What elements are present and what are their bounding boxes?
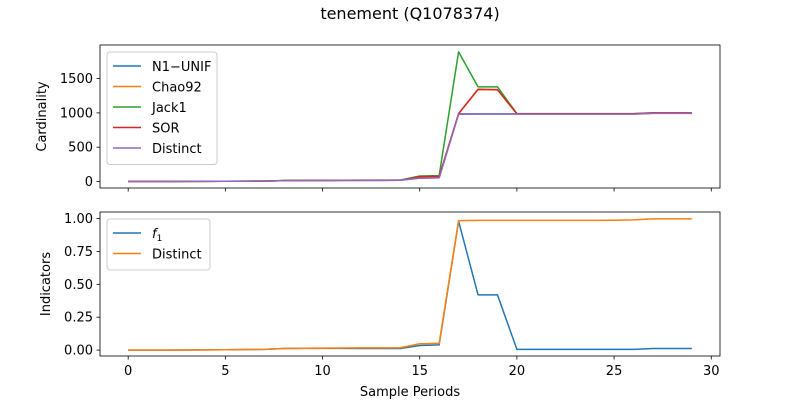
legend-label-1-1: Distinct [152, 248, 202, 263]
legend-box-1 [106, 218, 211, 271]
x-tick-label-1-5: 25 [606, 364, 623, 379]
series-line-1-1 [128, 218, 692, 351]
x-tick-label-1-1: 5 [221, 364, 229, 379]
chart-panel-0: 0 500 1000 1500 Cardinality N1−UNIF Chao92 Jack… [35, 44, 721, 192]
axes-frame-0 [99, 44, 721, 189]
y-axis-label-1: Indicators [39, 252, 54, 316]
x-tick-label-1-3: 15 [411, 364, 428, 379]
legend-box-0 [106, 51, 218, 165]
y-tick-label-0-3: 1500 [60, 72, 93, 87]
y-axis-label-0: Cardinality [35, 81, 50, 152]
y-tick-label-1-0: 0.00 [64, 344, 93, 359]
legend-label-0-0: N1−UNIF [152, 60, 211, 75]
x-tick-label-1-2: 10 [314, 364, 331, 379]
y-tick-label-1-3: 0.75 [64, 245, 93, 260]
plots: 0 500 1000 1500 Cardinality N1−UNIF Chao92 Jack… [35, 44, 721, 400]
y-tick-label-1-1: 0.25 [64, 311, 93, 326]
y-tick-label-0-0: 0 [85, 175, 93, 190]
x-axis-label-1: Sample Periods [360, 385, 460, 400]
y-tick-label-0-1: 500 [68, 141, 93, 156]
x-tick-label-1-0: 0 [124, 364, 132, 379]
y-tick-label-1-4: 1.00 [64, 212, 93, 227]
figure-title: tenement (Q1078374) [320, 4, 499, 23]
y-tick-label-1-2: 0.50 [64, 278, 93, 293]
chart-panel-1: 0 5 10 15 20 25 30 0.00 0.25 0.50 0.75 1.00 Indicato… [39, 211, 721, 400]
legend-label-0-3: SOR [152, 122, 180, 137]
legend-label-0-4: Distinct [152, 142, 202, 157]
legend-label-0-1: Chao92 [152, 81, 202, 96]
series-line-0-4 [128, 112, 692, 183]
legend-label-0-2: Jack1 [151, 101, 187, 116]
x-tick-label-1-6: 30 [703, 364, 720, 379]
legend-label-1-0: f1 [152, 227, 162, 244]
x-tick-label-1-4: 20 [509, 364, 526, 379]
y-tick-label-0-2: 1000 [60, 106, 93, 121]
